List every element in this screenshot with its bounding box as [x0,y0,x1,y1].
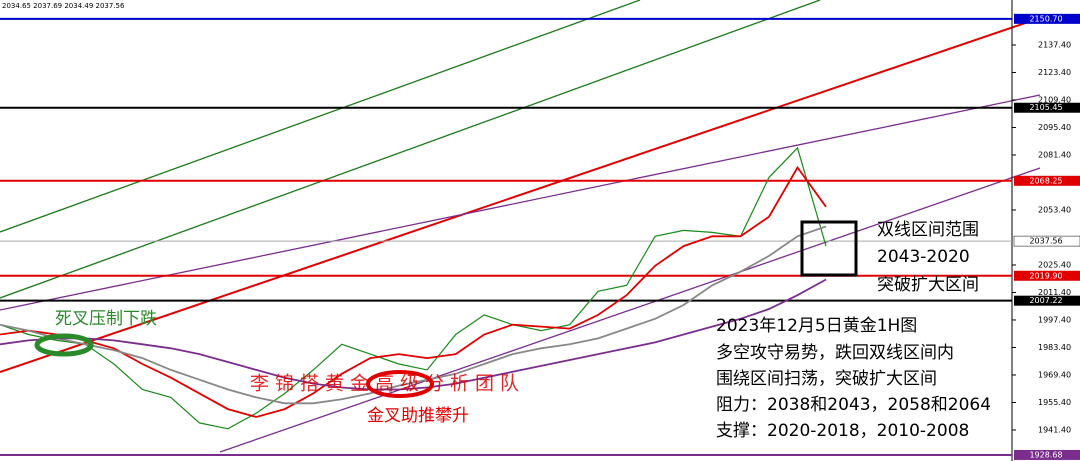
summary: 阻力：2038和2043，2058和2064 [716,395,991,415]
trend-lines [0,0,1041,461]
y-tick-label: 2123.40 [1038,68,1071,77]
level-label: 2037.56 [1029,237,1062,246]
y-tick-label: 2053.40 [1038,205,1071,214]
y-tick-label: 1955.40 [1038,398,1071,407]
range-box [800,220,858,277]
summary: 2023年12月5日黄金1H图 [716,316,917,336]
y-tick-label: 1941.40 [1038,425,1071,434]
y-tick-label: 2011.40 [1038,288,1071,297]
annotation: 死叉压制下跌 [55,309,157,329]
y-tick-label: 1969.40 [1038,370,1071,379]
ohlc: 2034.65 2037.69 2034.49 2037.56 [2,2,125,10]
level-label: 1928.68 [1029,450,1062,459]
level-label: 2105.45 [1029,103,1062,112]
y-tick-label: 1997.40 [1038,315,1071,324]
level-tag [1014,295,1080,306]
price-line [0,278,827,391]
y-tick-label: 2081.40 [1038,150,1071,159]
summary: 支撑：2020-2018，2010-2008 [716,421,969,441]
cross-marker [366,370,434,398]
level-tag [1014,175,1080,186]
level-tag [1013,235,1080,247]
level-label: 2068.25 [1029,176,1062,185]
level-label: 2019.90 [1029,271,1062,280]
y-tick-label: 2025.40 [1038,260,1071,269]
level-label: 2150.70 [1029,14,1062,23]
annotation: 金叉助推攀升 [367,406,469,426]
y-tick-label: 2137.40 [1038,40,1071,49]
level-tag [1014,13,1080,24]
y-tick-label: 1983.40 [1038,343,1071,352]
level-tag [1014,449,1080,460]
annotation: 突破扩大区间 [877,275,979,295]
price-line [0,225,827,405]
price-line [0,165,827,418]
price-line [0,146,827,430]
level-tag [1014,102,1080,113]
watermark: 李锦搭黄金高级分析团队 [250,373,525,395]
y-tick-label: 2095.40 [1038,123,1071,132]
annotation: 2043-2020 [877,247,970,267]
level-tag [1014,270,1080,281]
annotation: 双线区间范围 [877,220,979,240]
summary: 围绕区间扫荡，突破扩大区间 [716,369,937,389]
summary: 多空攻守易势，跌回双线区间内 [716,343,954,363]
y-tick-label: 2109.40 [1038,95,1071,104]
cross-marker [34,333,94,357]
level-label: 2007.22 [1029,296,1062,305]
